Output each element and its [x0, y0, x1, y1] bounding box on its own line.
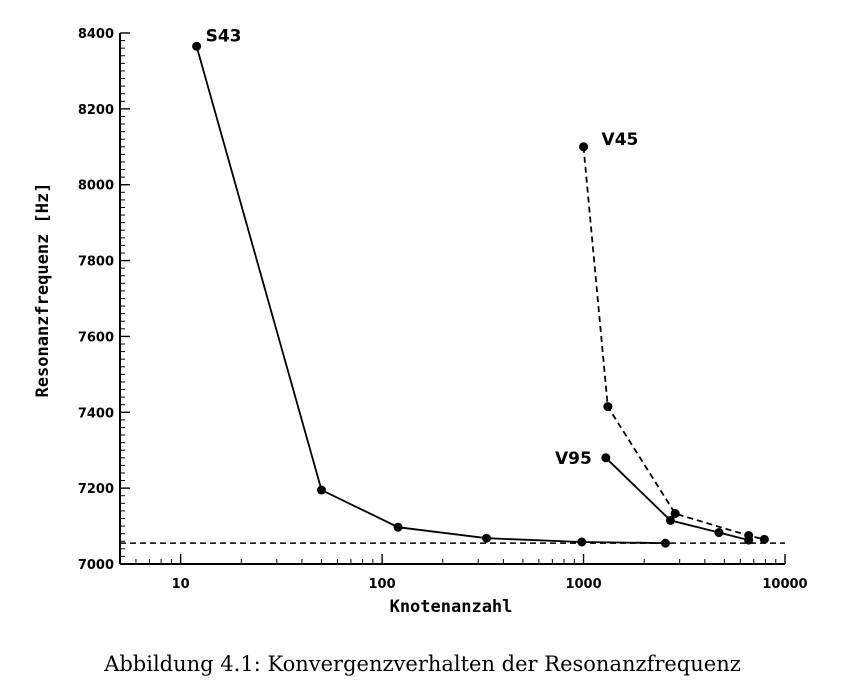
- series-label-v45: V45: [602, 130, 639, 150]
- figure-caption: Abbildung 4.1: Konvergenzverhalten der R…: [104, 652, 741, 676]
- series-line-v95: [605, 457, 749, 541]
- data-point-v95: [665, 515, 675, 525]
- x-tick-label: 100: [369, 577, 396, 592]
- data-point-s43: [577, 537, 587, 547]
- series-line-s43: [195, 46, 666, 544]
- x-tick-label: 10: [172, 577, 190, 592]
- data-point-v95: [744, 535, 754, 545]
- chart: 10 100 1000 10000 7000 7200 7400 7600 7800 8000 82…: [33, 26, 808, 617]
- data-point-s43: [393, 522, 403, 532]
- y-axis-label: Resonanzfrequenz [Hz]: [33, 183, 53, 398]
- y-tick-label: 8000: [78, 179, 114, 194]
- y-tick-label: 7200: [78, 482, 114, 497]
- data-point-s43: [660, 538, 670, 548]
- series-label-s43: S43: [206, 26, 242, 46]
- y-tick-label: 7800: [78, 255, 114, 270]
- data-point-v95: [601, 453, 611, 463]
- y-tick-label: 7400: [78, 406, 114, 421]
- y-tick-label: 7000: [78, 558, 114, 573]
- data-point-s43: [316, 485, 326, 495]
- series-line-v45: [582, 146, 765, 541]
- x-axis-label: Knotenanzahl: [390, 597, 513, 617]
- x-tick-label: 10000: [762, 577, 807, 592]
- data-point-v45: [603, 402, 613, 412]
- y-tick-label: 8200: [78, 103, 114, 118]
- data-point-v45: [579, 142, 589, 152]
- data-point-v95: [714, 528, 724, 538]
- data-point-v45: [670, 509, 680, 519]
- x-tick-label: 1000: [565, 577, 601, 592]
- y-tick-label: 8400: [78, 27, 114, 42]
- series-label-v95: V95: [555, 449, 592, 469]
- data-point-s43: [192, 41, 202, 51]
- data-point-s43: [482, 533, 492, 543]
- data-point-v45: [759, 534, 769, 544]
- axes: 10 100 1000 10000 7000 7200 7400 7600 7800 8000 82…: [78, 27, 808, 592]
- y-tick-label: 7600: [78, 330, 114, 345]
- series-group: S43 V45 V95: [192, 26, 769, 548]
